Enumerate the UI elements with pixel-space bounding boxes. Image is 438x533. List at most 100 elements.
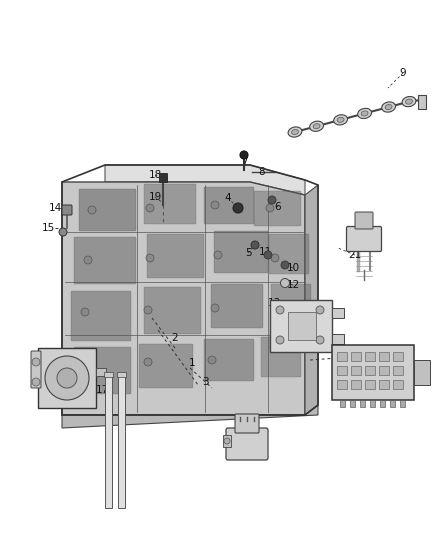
Ellipse shape	[358, 108, 371, 118]
Circle shape	[276, 336, 284, 344]
Text: 8: 8	[259, 167, 265, 177]
Bar	[288, 312, 316, 340]
Text: 18: 18	[148, 170, 162, 180]
Polygon shape	[305, 185, 318, 415]
Text: 15: 15	[41, 223, 55, 233]
Bar	[350, 400, 355, 407]
Text: 1: 1	[189, 358, 195, 368]
Circle shape	[32, 378, 40, 386]
Bar	[332, 334, 344, 344]
Text: 7: 7	[241, 157, 247, 167]
FancyBboxPatch shape	[269, 234, 309, 274]
Bar	[337, 352, 347, 361]
Bar	[414, 360, 430, 385]
Bar	[118, 375, 125, 508]
Text: 12: 12	[286, 280, 300, 290]
Ellipse shape	[313, 124, 320, 129]
Circle shape	[268, 196, 276, 204]
Circle shape	[59, 228, 67, 236]
Bar	[337, 380, 347, 389]
Bar	[379, 366, 389, 375]
Text: 19: 19	[148, 192, 162, 202]
Circle shape	[211, 304, 219, 312]
FancyBboxPatch shape	[71, 291, 131, 341]
FancyBboxPatch shape	[144, 184, 196, 224]
Circle shape	[276, 306, 284, 314]
FancyBboxPatch shape	[355, 212, 373, 229]
Polygon shape	[62, 405, 318, 428]
Circle shape	[266, 204, 274, 212]
Text: 4: 4	[225, 193, 231, 203]
FancyBboxPatch shape	[254, 191, 301, 226]
FancyBboxPatch shape	[346, 227, 381, 252]
Text: 17: 17	[95, 385, 109, 395]
Circle shape	[224, 438, 230, 444]
Bar	[340, 400, 345, 407]
Text: 2: 2	[172, 333, 178, 343]
Bar	[104, 372, 113, 377]
Circle shape	[144, 358, 152, 366]
Ellipse shape	[310, 121, 324, 131]
FancyBboxPatch shape	[204, 187, 254, 224]
Bar	[105, 375, 112, 508]
Bar	[96, 368, 106, 376]
FancyBboxPatch shape	[74, 237, 136, 284]
FancyBboxPatch shape	[38, 348, 96, 408]
Ellipse shape	[402, 96, 416, 107]
Bar	[332, 308, 344, 318]
FancyBboxPatch shape	[139, 344, 193, 388]
FancyBboxPatch shape	[261, 337, 301, 377]
FancyBboxPatch shape	[147, 234, 204, 278]
Bar	[351, 380, 361, 389]
Circle shape	[32, 358, 40, 366]
Ellipse shape	[334, 115, 347, 125]
FancyBboxPatch shape	[226, 428, 268, 460]
Circle shape	[280, 279, 290, 287]
FancyBboxPatch shape	[79, 189, 136, 231]
Ellipse shape	[361, 111, 368, 116]
Circle shape	[251, 241, 259, 249]
Circle shape	[281, 261, 289, 269]
Polygon shape	[105, 165, 305, 195]
Circle shape	[81, 308, 89, 316]
Bar	[351, 352, 361, 361]
FancyBboxPatch shape	[214, 231, 268, 273]
Circle shape	[144, 306, 152, 314]
FancyBboxPatch shape	[270, 300, 332, 352]
Bar	[365, 366, 375, 375]
Text: 11: 11	[258, 247, 272, 257]
Bar	[379, 380, 389, 389]
FancyBboxPatch shape	[62, 205, 72, 215]
Text: 5: 5	[245, 248, 251, 258]
Circle shape	[211, 201, 219, 209]
Ellipse shape	[406, 99, 413, 104]
FancyBboxPatch shape	[211, 284, 263, 328]
FancyBboxPatch shape	[204, 339, 254, 381]
Circle shape	[240, 151, 248, 159]
Bar	[370, 400, 375, 407]
Circle shape	[264, 251, 272, 259]
Circle shape	[271, 306, 279, 314]
Bar	[365, 352, 375, 361]
Circle shape	[233, 203, 243, 213]
Circle shape	[45, 356, 89, 400]
Bar	[379, 352, 389, 361]
FancyBboxPatch shape	[31, 351, 41, 388]
Text: 13: 13	[267, 298, 281, 308]
Bar	[400, 400, 405, 407]
Bar	[223, 435, 231, 447]
FancyBboxPatch shape	[271, 284, 311, 326]
Ellipse shape	[288, 127, 302, 137]
Bar	[380, 400, 385, 407]
Text: 10: 10	[286, 263, 300, 273]
Ellipse shape	[385, 104, 392, 110]
Bar	[393, 352, 403, 361]
Circle shape	[146, 254, 154, 262]
Bar	[390, 400, 395, 407]
Circle shape	[214, 251, 222, 259]
FancyBboxPatch shape	[235, 414, 259, 433]
Bar	[360, 400, 365, 407]
Circle shape	[316, 306, 324, 314]
Text: 20: 20	[244, 450, 257, 460]
Circle shape	[271, 254, 279, 262]
